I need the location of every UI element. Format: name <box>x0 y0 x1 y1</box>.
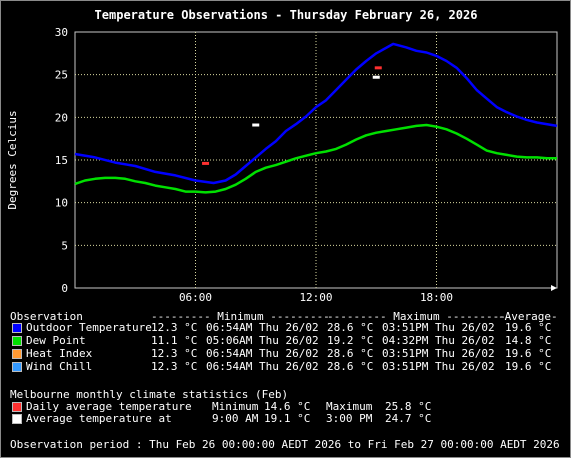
y-tick-label: 30 <box>55 26 68 39</box>
table-header-maximum: --------- Maximum --------- <box>327 310 506 323</box>
dew-point-line <box>74 123 557 194</box>
daily-average-temperature-marker <box>202 161 210 165</box>
legend-swatch <box>12 349 22 359</box>
minimum-time: 06:54AM Thu 26/02 <box>206 360 319 373</box>
observation-label: Outdoor Temperature <box>26 321 152 334</box>
climate-col2: 14.6 °C <box>264 400 311 413</box>
maximum-value: 28.6 °C <box>327 360 374 373</box>
observation-period: Observation period : Thu Feb 26 00:00:00… <box>10 438 560 451</box>
minimum-time: 06:54AM Thu 26/02 <box>206 347 319 360</box>
maximum-time: 03:51PM Thu 26/02 <box>382 360 495 373</box>
climate-title: Melbourne monthly climate statistics (Fe… <box>10 388 289 401</box>
minimum-value: 12.3 °C <box>151 360 198 373</box>
table-header-minimum: --------- Minimum --------- <box>151 310 330 323</box>
minimum-time: 06:54AM Thu 26/02 <box>206 321 319 334</box>
maximum-time: 03:51PM Thu 26/02 <box>382 347 495 360</box>
average-temperature-at-marker <box>372 75 380 79</box>
minimum-value: 12.3 °C <box>151 347 198 360</box>
y-tick-label: 0 <box>61 282 68 295</box>
climate-col1: 9:00 AM <box>212 412 259 425</box>
observation-label: Dew Point <box>26 334 86 347</box>
outdoor-temperature-line <box>74 42 558 185</box>
climate-swatch <box>12 414 22 424</box>
average-value: 19.6 °C <box>505 360 552 373</box>
climate-label: Daily average temperature <box>26 400 192 413</box>
legend-swatch <box>12 323 22 333</box>
y-tick-label: 10 <box>55 197 68 210</box>
y-tick-label: 5 <box>61 239 68 252</box>
climate-col4: 24.7 °C <box>385 412 432 425</box>
y-tick-label: 15 <box>55 154 68 167</box>
climate-label: Average temperature at <box>26 412 172 425</box>
legend-swatch <box>12 362 22 372</box>
minimum-value: 11.1 °C <box>151 334 198 347</box>
table-header-observation: Observation <box>10 310 83 323</box>
maximum-value: 28.6 °C <box>327 321 374 334</box>
x-tick-label: 18:00 <box>420 291 453 304</box>
maximum-value: 28.6 °C <box>327 347 374 360</box>
average-value: 14.8 °C <box>505 334 552 347</box>
climate-col3: Maximum <box>326 400 373 413</box>
legend-swatch <box>12 336 22 346</box>
maximum-value: 19.2 °C <box>327 334 374 347</box>
average-value: 19.6 °C <box>505 321 552 334</box>
minimum-value: 12.3 °C <box>151 321 198 334</box>
average-value: 19.6 °C <box>505 347 552 360</box>
temperature-chart: Temperature Observations - Thursday Febr… <box>6 8 558 304</box>
y-tick-label: 25 <box>55 69 68 82</box>
x-tick-label: 12:00 <box>299 291 332 304</box>
average-temperature-at-marker <box>252 123 260 127</box>
maximum-time: 03:51PM Thu 26/02 <box>382 321 495 334</box>
maximum-time: 04:32PM Thu 26/02 <box>382 334 495 347</box>
y-axis-label: Degrees Celcius <box>6 110 19 209</box>
climate-col1: Minimum <box>212 400 259 413</box>
chart-title: Temperature Observations - Thursday Febr… <box>95 8 478 22</box>
daily-average-temperature-marker <box>374 66 382 70</box>
climate-col4: 25.8 °C <box>385 400 432 413</box>
climate-col3: 3:00 PM <box>326 412 373 425</box>
observation-label: Heat Index <box>26 347 93 360</box>
y-tick-label: 20 <box>55 111 68 124</box>
climate-col2: 19.1 °C <box>264 412 311 425</box>
observation-label: Wind Chill <box>26 360 93 373</box>
x-tick-label: 06:00 <box>179 291 212 304</box>
climate-swatch <box>12 402 22 412</box>
table-header-average: -Average- <box>498 310 558 323</box>
x-axis-arrow <box>551 285 557 291</box>
minimum-time: 05:06AM Thu 26/02 <box>206 334 319 347</box>
